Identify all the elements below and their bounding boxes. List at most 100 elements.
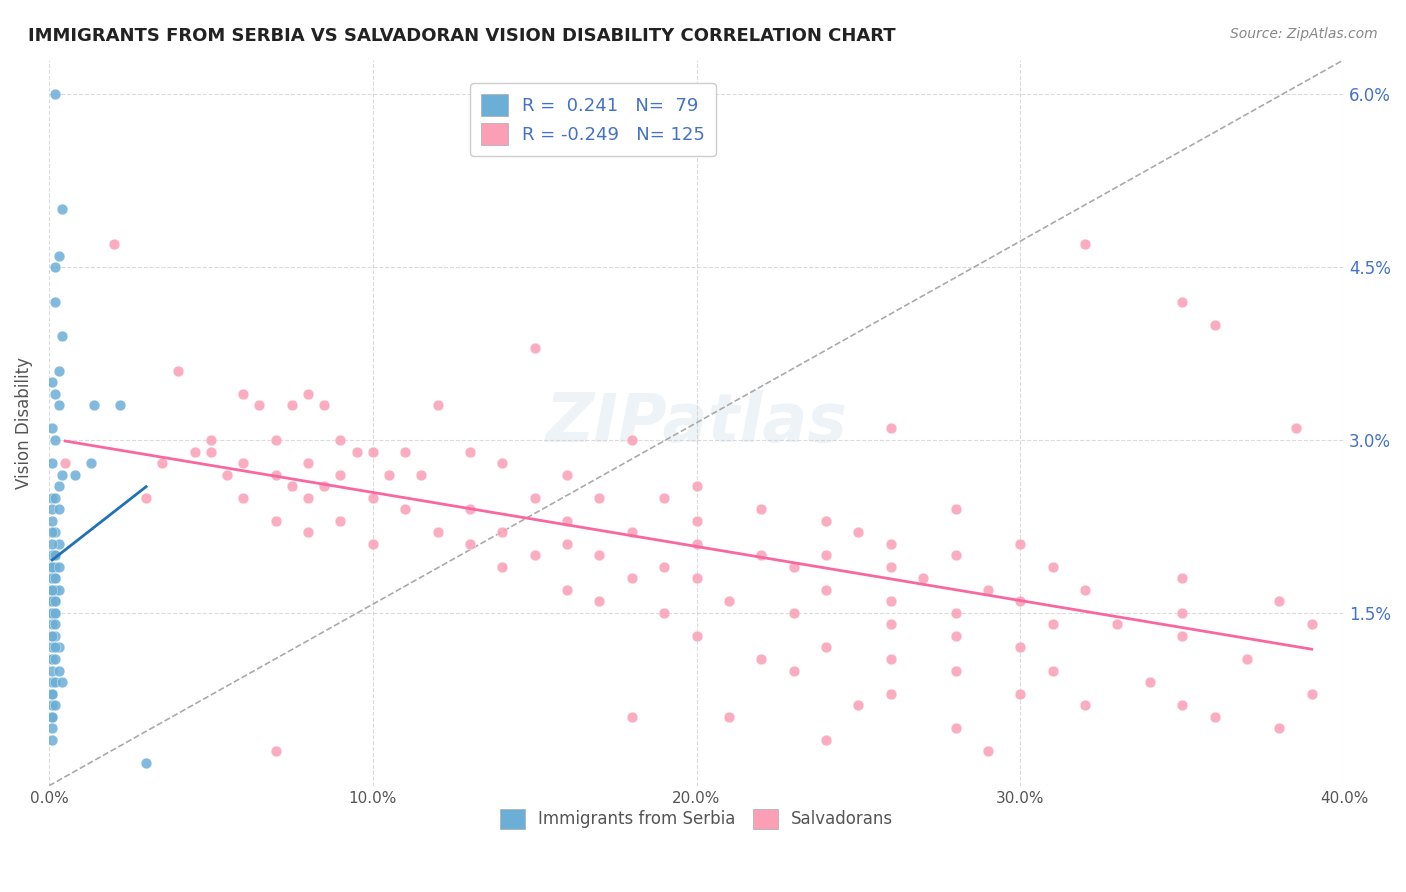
- Point: [880, 594, 903, 608]
- Point: [491, 525, 513, 540]
- Point: [297, 456, 319, 470]
- Point: [41, 606, 63, 620]
- Point: [1301, 617, 1323, 632]
- Point: [848, 525, 870, 540]
- Point: [523, 491, 546, 505]
- Point: [264, 744, 287, 758]
- Point: [44, 617, 66, 632]
- Point: [717, 594, 740, 608]
- Point: [945, 606, 967, 620]
- Point: [215, 467, 238, 482]
- Point: [880, 559, 903, 574]
- Point: [108, 398, 131, 412]
- Text: IMMIGRANTS FROM SERBIA VS SALVADORAN VISION DISABILITY CORRELATION CHART: IMMIGRANTS FROM SERBIA VS SALVADORAN VIS…: [28, 27, 896, 45]
- Point: [945, 502, 967, 516]
- Point: [41, 698, 63, 712]
- Point: [1171, 571, 1194, 585]
- Point: [555, 582, 578, 597]
- Point: [41, 514, 63, 528]
- Point: [652, 491, 675, 505]
- Point: [48, 364, 70, 378]
- Point: [281, 479, 304, 493]
- Point: [44, 606, 66, 620]
- Point: [297, 387, 319, 401]
- Point: [48, 559, 70, 574]
- Point: [588, 548, 610, 562]
- Point: [426, 398, 449, 412]
- Point: [297, 525, 319, 540]
- Point: [41, 525, 63, 540]
- Point: [41, 421, 63, 435]
- Point: [620, 525, 643, 540]
- Point: [880, 687, 903, 701]
- Point: [880, 617, 903, 632]
- Point: [815, 514, 838, 528]
- Point: [945, 629, 967, 643]
- Point: [41, 594, 63, 608]
- Point: [48, 479, 70, 493]
- Point: [880, 421, 903, 435]
- Point: [51, 202, 73, 217]
- Point: [48, 537, 70, 551]
- Point: [314, 398, 336, 412]
- Point: [135, 491, 157, 505]
- Point: [749, 548, 772, 562]
- Point: [588, 491, 610, 505]
- Point: [48, 248, 70, 262]
- Point: [1107, 617, 1129, 632]
- Point: [314, 479, 336, 493]
- Point: [41, 732, 63, 747]
- Point: [815, 732, 838, 747]
- Point: [83, 398, 105, 412]
- Point: [491, 559, 513, 574]
- Point: [783, 664, 806, 678]
- Point: [150, 456, 173, 470]
- Point: [41, 456, 63, 470]
- Point: [1010, 687, 1032, 701]
- Point: [44, 491, 66, 505]
- Point: [945, 664, 967, 678]
- Point: [1171, 294, 1194, 309]
- Point: [1236, 652, 1258, 666]
- Point: [880, 652, 903, 666]
- Point: [912, 571, 935, 585]
- Point: [44, 260, 66, 274]
- Point: [41, 709, 63, 723]
- Point: [1268, 721, 1291, 735]
- Point: [394, 444, 416, 458]
- Point: [41, 709, 63, 723]
- Point: [41, 582, 63, 597]
- Point: [41, 640, 63, 655]
- Point: [41, 548, 63, 562]
- Point: [555, 514, 578, 528]
- Point: [44, 594, 66, 608]
- Point: [44, 629, 66, 643]
- Point: [411, 467, 433, 482]
- Point: [1042, 664, 1064, 678]
- Point: [815, 640, 838, 655]
- Point: [41, 376, 63, 390]
- Point: [361, 444, 384, 458]
- Point: [41, 687, 63, 701]
- Point: [41, 629, 63, 643]
- Point: [685, 514, 707, 528]
- Point: [1171, 606, 1194, 620]
- Point: [44, 525, 66, 540]
- Point: [44, 387, 66, 401]
- Point: [329, 433, 352, 447]
- Point: [41, 606, 63, 620]
- Point: [200, 433, 222, 447]
- Point: [458, 444, 481, 458]
- Point: [48, 664, 70, 678]
- Point: [945, 548, 967, 562]
- Point: [41, 502, 63, 516]
- Point: [620, 709, 643, 723]
- Point: [361, 537, 384, 551]
- Point: [44, 571, 66, 585]
- Point: [945, 721, 967, 735]
- Point: [652, 559, 675, 574]
- Point: [44, 594, 66, 608]
- Point: [41, 594, 63, 608]
- Point: [41, 652, 63, 666]
- Point: [51, 675, 73, 690]
